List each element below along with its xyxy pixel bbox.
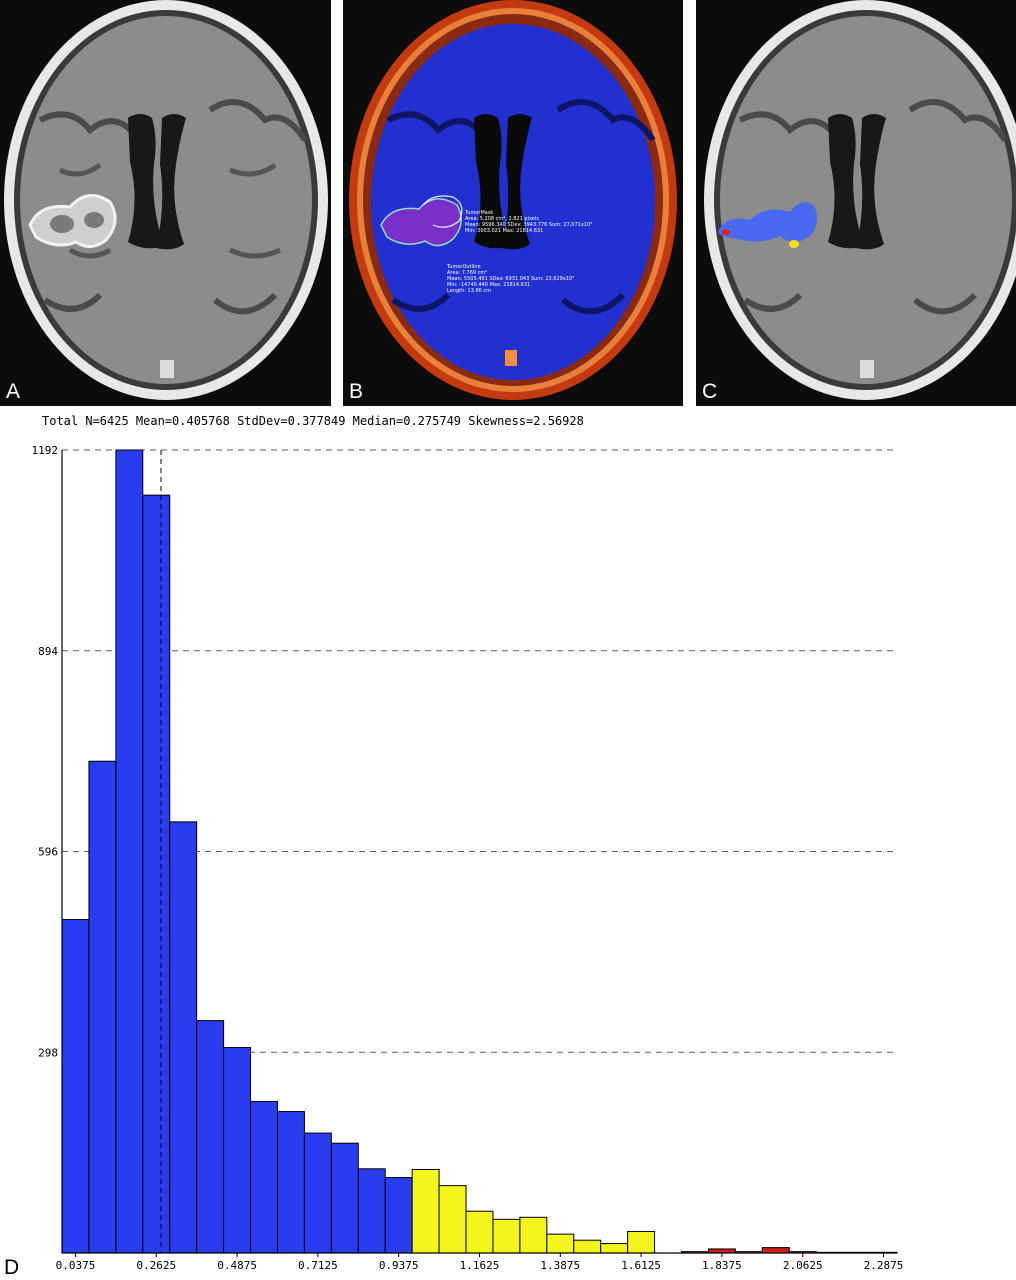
roi-text-line-1: Area: 5.208 cm², 2,821 pixels (465, 216, 539, 222)
histogram-bar (384, 1177, 413, 1254)
histogram-bar (250, 1100, 278, 1254)
x-tick-label: 1.3875 (540, 1259, 580, 1272)
x-tick-label: 0.7125 (298, 1259, 338, 1272)
histogram-bar (519, 1216, 548, 1254)
mri-image-b: TumorMask Area: 5.208 cm², 2,821 pixels … (343, 0, 683, 406)
y-tick-label: 298 (38, 1046, 58, 1059)
x-tick-label: 2.2875 (864, 1259, 904, 1272)
histogram-bar (169, 821, 198, 1254)
histogram-bar (115, 449, 144, 1254)
x-tick-labels: 0.0375 0.2625 0.4875 0.7125 0.9375 1.1625 1.38… (56, 1259, 904, 1272)
x-tick-label: 1.6125 (621, 1259, 661, 1272)
roi-text-line-2: Mean: 9596.340 SDev: 3943.776 Sum: 27,07… (465, 222, 592, 228)
roi-text-line-0: TumorMask (464, 210, 493, 216)
mri-panel-c: C (696, 0, 1016, 406)
x-tick-label: 0.2625 (136, 1259, 176, 1272)
roi-text-line-5: Area: 7.769 cm² (447, 270, 487, 276)
histogram-bar (438, 1185, 467, 1254)
histogram-bar (276, 1111, 305, 1254)
x-tick-label: 0.0375 (56, 1259, 96, 1272)
histogram-chart: Total N=6425 Mean=0.405768 StdDev=0.3778… (32, 414, 904, 1272)
panel-label-b: B (349, 380, 364, 403)
histogram-stats: Total N=6425 Mean=0.405768 StdDev=0.3778… (42, 414, 584, 428)
histogram-bar (627, 1230, 656, 1254)
y-tick-label: 596 (38, 846, 58, 859)
bars (61, 449, 898, 1254)
histogram-bar (142, 494, 171, 1254)
y-tick-label: 894 (38, 645, 58, 658)
x-tick-label: 0.4875 (217, 1259, 257, 1272)
histogram-bar (546, 1233, 575, 1254)
histogram-bar (303, 1132, 332, 1254)
histogram-bar (465, 1210, 494, 1254)
x-tick-label: 1.8375 (702, 1259, 742, 1272)
gridlines (62, 449, 897, 1053)
roi-text-line-3: Min: 3003.021 Max: 21814.631 (465, 228, 543, 234)
axes (61, 450, 897, 1257)
x-tick-label: 1.1625 (460, 1259, 500, 1272)
panel-label-c: C (702, 380, 718, 403)
histogram-bar (330, 1142, 359, 1254)
histogram-bar (88, 760, 117, 1254)
histogram-bar (61, 919, 90, 1254)
roi-text-line-7: Min: -14740.440 Max: 21814.631 (447, 282, 530, 288)
histogram-bar (223, 1047, 252, 1254)
y-tick-label: 1192 (32, 444, 59, 457)
histogram-bar (573, 1239, 602, 1254)
y-tick-labels: 298 596 894 1192 (32, 444, 59, 1059)
roi-text-line-6: Mean: 5505.401 SDev: 6931.043 Sum: 23,62… (447, 276, 574, 282)
histogram-bar (196, 1020, 225, 1254)
panel-label-a: A (6, 380, 21, 403)
histogram-bar (411, 1168, 440, 1254)
mri-panel-b: TumorMask Area: 5.208 cm², 2,821 pixels … (343, 0, 683, 406)
x-tick-label: 0.9375 (379, 1259, 419, 1272)
x-tick-label: 2.0625 (783, 1259, 823, 1272)
histogram-bar (707, 1248, 736, 1254)
panel-label-d: D (4, 1256, 20, 1279)
roi-text-line-4: TumorOutline (446, 264, 481, 270)
roi-text-line-8: Length: 13.86 cm (447, 288, 491, 294)
mri-image-c (696, 0, 1016, 406)
histogram-bar (357, 1168, 386, 1254)
histogram-bar (600, 1243, 629, 1254)
mri-panel-a: A (0, 0, 331, 406)
histogram-bar (761, 1247, 790, 1254)
mri-image-a (0, 0, 331, 406)
histogram-bar (492, 1218, 521, 1254)
